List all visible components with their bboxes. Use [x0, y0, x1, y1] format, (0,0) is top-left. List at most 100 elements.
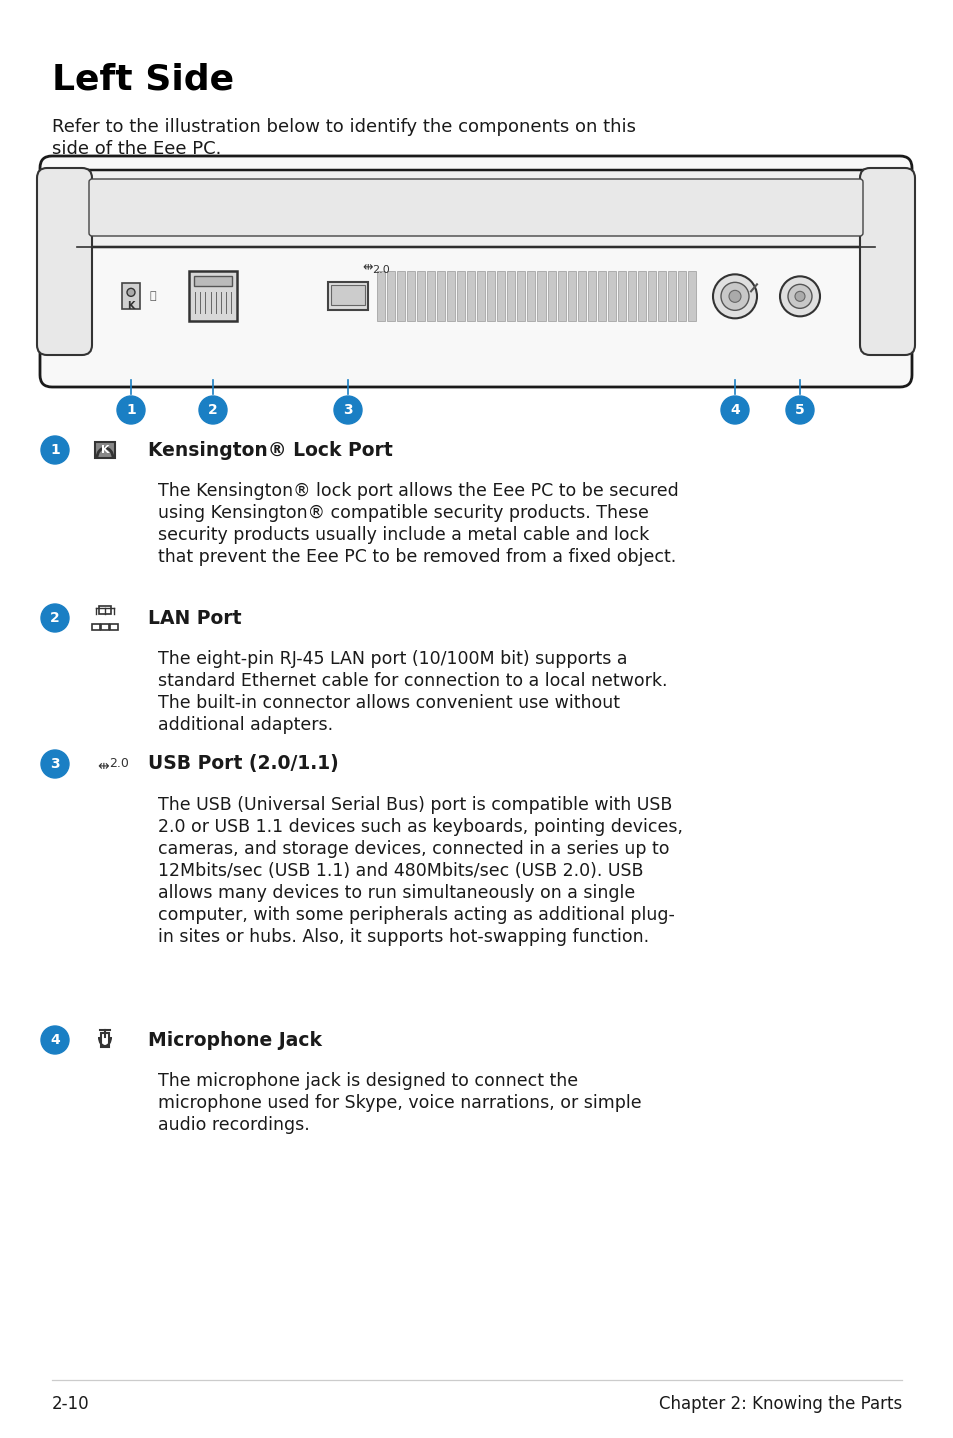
Bar [101, 624, 109, 630]
Text: Microphone Jack: Microphone Jack [148, 1031, 322, 1050]
Bar [456, 272, 465, 321]
Text: in sites or hubs. Also, it supports hot-swapping function.: in sites or hubs. Also, it supports hot-… [158, 928, 648, 946]
Circle shape [787, 285, 811, 308]
Text: K: K [101, 444, 110, 454]
Circle shape [334, 395, 361, 424]
Bar [547, 272, 555, 321]
Circle shape [728, 290, 740, 302]
Bar [507, 272, 515, 321]
Bar [647, 272, 655, 321]
Text: ⎕: ⎕ [150, 292, 156, 302]
Text: allows many devices to run simultaneously on a single: allows many devices to run simultaneousl… [158, 884, 635, 902]
Text: The eight-pin RJ-45 LAN port (10/100M bit) supports a: The eight-pin RJ-45 LAN port (10/100M bi… [158, 650, 627, 669]
Bar [416, 272, 425, 321]
Bar [476, 272, 485, 321]
Text: The Kensington® lock port allows the Eee PC to be secured: The Kensington® lock port allows the Eee… [158, 482, 678, 500]
Bar [517, 272, 525, 321]
Text: 4: 4 [729, 403, 740, 417]
Bar [598, 272, 605, 321]
Text: 3: 3 [51, 756, 60, 771]
Bar [91, 624, 100, 630]
Bar [678, 272, 685, 321]
Bar [396, 272, 405, 321]
Bar [557, 272, 565, 321]
Text: The microphone jack is designed to connect the: The microphone jack is designed to conne… [158, 1071, 578, 1090]
Text: 3: 3 [343, 403, 353, 417]
FancyBboxPatch shape [76, 170, 875, 247]
Text: 2.0: 2.0 [372, 266, 390, 275]
Text: security products usually include a metal cable and lock: security products usually include a meta… [158, 526, 649, 544]
Bar [122, 283, 140, 309]
Circle shape [117, 395, 145, 424]
Text: additional adapters.: additional adapters. [158, 716, 333, 733]
Circle shape [720, 282, 748, 311]
Bar [101, 1032, 109, 1047]
Bar [687, 272, 696, 321]
Text: The built-in connector allows convenient use without: The built-in connector allows convenient… [158, 695, 619, 712]
Circle shape [41, 751, 69, 778]
Bar [577, 272, 585, 321]
Text: using Kensington® compatible security products. These: using Kensington® compatible security pr… [158, 503, 648, 522]
Bar [658, 272, 665, 321]
Bar [436, 272, 445, 321]
Text: USB Port (2.0/1.1): USB Port (2.0/1.1) [148, 755, 338, 774]
Bar [527, 272, 535, 321]
Bar [331, 285, 365, 305]
FancyBboxPatch shape [37, 168, 91, 355]
Bar [189, 272, 236, 321]
Text: 12Mbits/sec (USB 1.1) and 480Mbits/sec (USB 2.0). USB: 12Mbits/sec (USB 1.1) and 480Mbits/sec (… [158, 861, 643, 880]
Circle shape [127, 289, 135, 296]
Circle shape [780, 276, 820, 316]
Text: Chapter 2: Knowing the Parts: Chapter 2: Knowing the Parts [659, 1395, 901, 1414]
Bar [99, 605, 111, 614]
Text: microphone used for Skype, voice narrations, or simple: microphone used for Skype, voice narrati… [158, 1094, 641, 1112]
Text: Kensington® Lock Port: Kensington® Lock Port [148, 440, 393, 460]
Text: 1: 1 [51, 443, 60, 457]
Text: standard Ethernet cable for connection to a local network.: standard Ethernet cable for connection t… [158, 672, 667, 690]
Text: ⇹: ⇹ [361, 260, 372, 273]
Bar [667, 272, 676, 321]
Bar [328, 282, 368, 311]
Circle shape [785, 395, 813, 424]
Bar [497, 272, 505, 321]
Bar [537, 272, 545, 321]
Bar [95, 441, 115, 457]
FancyBboxPatch shape [89, 178, 862, 236]
Text: 4: 4 [51, 1032, 60, 1047]
Text: K: K [127, 302, 134, 312]
Circle shape [41, 604, 69, 631]
Text: 5: 5 [794, 403, 804, 417]
Circle shape [712, 275, 757, 318]
Bar [587, 272, 595, 321]
Text: 2.0 or USB 1.1 devices such as keyboards, pointing devices,: 2.0 or USB 1.1 devices such as keyboards… [158, 818, 682, 835]
Text: LAN Port: LAN Port [148, 608, 241, 627]
Circle shape [41, 1025, 69, 1054]
Text: 2-10: 2-10 [52, 1395, 90, 1414]
Text: 1: 1 [126, 403, 135, 417]
Text: Refer to the illustration below to identify the components on this: Refer to the illustration below to ident… [52, 118, 636, 137]
Circle shape [41, 436, 69, 464]
Text: 2: 2 [208, 403, 217, 417]
Text: cameras, and storage devices, connected in a series up to: cameras, and storage devices, connected … [158, 840, 669, 858]
Bar [193, 276, 232, 286]
Text: The USB (Universal Serial Bus) port is compatible with USB: The USB (Universal Serial Bus) port is c… [158, 797, 672, 814]
Circle shape [199, 395, 227, 424]
Text: 2.0: 2.0 [109, 756, 129, 769]
Circle shape [794, 292, 804, 302]
Text: ⇹: ⇹ [97, 759, 109, 774]
Bar [407, 272, 415, 321]
Text: that prevent the Eee PC to be removed from a fixed object.: that prevent the Eee PC to be removed fr… [158, 548, 676, 567]
Bar [607, 272, 615, 321]
Bar [567, 272, 575, 321]
Bar [376, 272, 385, 321]
Bar [387, 272, 395, 321]
Bar [427, 272, 435, 321]
Text: computer, with some peripherals acting as additional plug-: computer, with some peripherals acting a… [158, 906, 674, 925]
Bar [467, 272, 475, 321]
Bar [487, 272, 495, 321]
Bar [638, 272, 645, 321]
FancyBboxPatch shape [859, 168, 914, 355]
Bar [447, 272, 455, 321]
Text: side of the Eee PC.: side of the Eee PC. [52, 139, 221, 158]
Circle shape [720, 395, 748, 424]
